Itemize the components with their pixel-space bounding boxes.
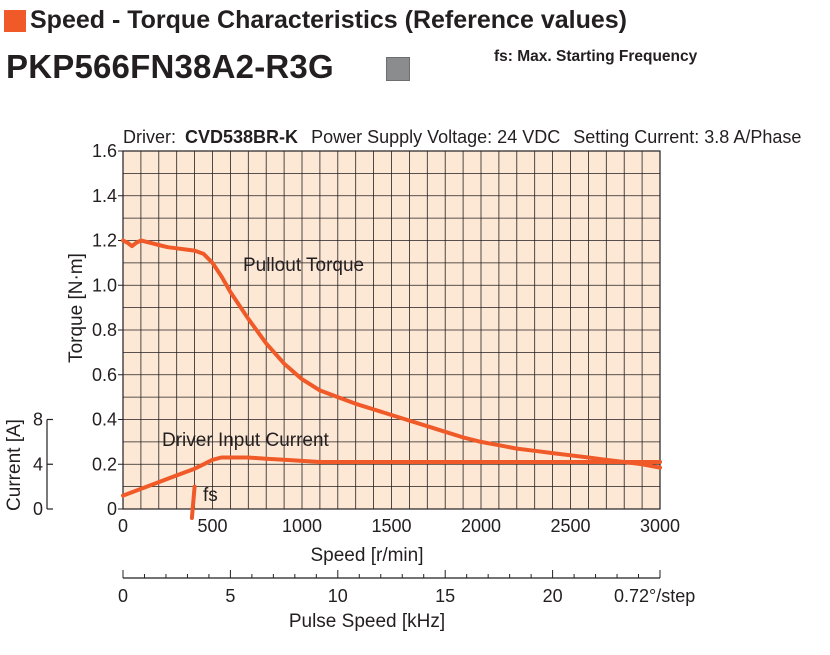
x-tick-label: 1500	[371, 516, 411, 536]
step-angle-label: 0.72°/step	[614, 586, 695, 606]
series-layer: Pullout Torque Driver Input Current fs	[121, 238, 662, 520]
series-line-fs	[189, 484, 197, 520]
x-tick-label: 0	[118, 516, 128, 536]
model-marker-square	[386, 57, 410, 81]
pulse-tick-label: 5	[225, 586, 235, 606]
pulse-tick-label: 10	[328, 586, 348, 606]
y-tick-label: 1.4	[92, 186, 117, 206]
y-tick-label: 1.2	[92, 231, 117, 251]
y-axis-label: Torque [N·m]	[66, 253, 87, 363]
y-tick-label: 1.0	[92, 275, 117, 295]
current-axis-label: Current [A]	[4, 419, 25, 511]
y-tick-label: 0.6	[92, 365, 117, 385]
conditions-line: Driver: CVD538BR-K Power Supply Voltage:…	[123, 127, 801, 147]
pulse-speed-axis-label: Pulse Speed [kHz]	[289, 611, 445, 632]
model-number: PKP566FN38A2-R3G	[6, 48, 334, 85]
series-label-pullout-torque: Pullout Torque	[243, 255, 364, 276]
series-label-driver-input-current: Driver Input Current	[162, 430, 330, 451]
x-axis-label: Speed [r/min]	[311, 545, 424, 566]
series-line-driver-input-current	[121, 455, 662, 498]
axes: 00.20.40.60.81.01.21.41.60 500 1000 1500 200…	[33, 141, 680, 606]
pulse-tick-label: 15	[435, 586, 455, 606]
grid-lines	[123, 151, 660, 509]
driver-name: CVD538BR-K	[185, 127, 298, 147]
setting-current: Setting Current: 3.8 A/Phase	[573, 127, 801, 147]
current-tick-label: 0	[33, 499, 43, 519]
pulse-tick-label: 20	[543, 586, 563, 606]
y-tick-label: 0.4	[92, 410, 117, 430]
x-tick-label: 2500	[550, 516, 590, 536]
series-line-pullout-torque	[121, 238, 662, 470]
current-tick-label: 8	[33, 410, 43, 430]
header-accent-square	[4, 10, 26, 32]
x-tick-label: 1000	[282, 516, 322, 536]
current-tick-label: 4	[33, 454, 43, 474]
y-tick-label: 0.8	[92, 320, 117, 340]
x-tick-label: 2000	[461, 516, 501, 536]
fs-legend-note: fs: Max. Starting Frequency	[494, 48, 698, 65]
y-tick-label: 0	[107, 499, 117, 519]
x-tick-label: 3000	[640, 516, 680, 536]
y-tick-label: 0.2	[92, 454, 117, 474]
chart-heading: Speed - Torque Characteristics (Referenc…	[30, 6, 627, 34]
series-label-fs: fs	[203, 485, 218, 506]
y-tick-label: 1.6	[92, 141, 117, 161]
driver-label: Driver:	[123, 127, 176, 147]
x-tick-label: 500	[197, 516, 227, 536]
supply-voltage: Power Supply Voltage: 24 VDC	[311, 127, 560, 147]
pulse-tick-label: 0	[118, 586, 128, 606]
